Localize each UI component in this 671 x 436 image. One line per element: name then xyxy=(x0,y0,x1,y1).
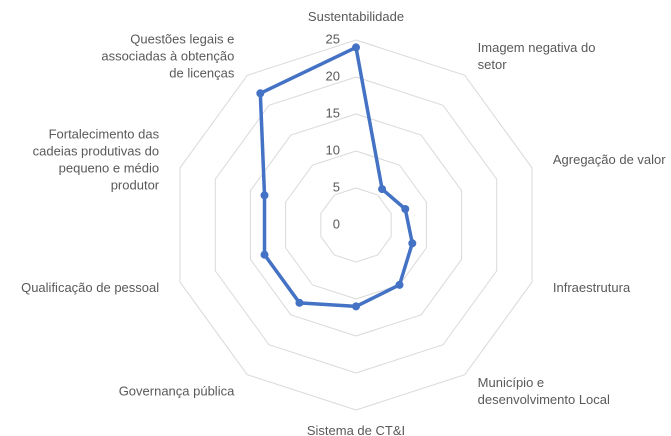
r-tick-label: 20 xyxy=(326,68,340,83)
category-label-line: desenvolvimento Local xyxy=(478,392,610,407)
data-point xyxy=(352,302,360,311)
data-point xyxy=(401,204,410,213)
data-point xyxy=(295,298,304,307)
r-tick-label: 25 xyxy=(326,31,340,46)
category-label: Município e desenvolvimento Local xyxy=(478,375,610,407)
category-label: Qualificação de pessoal xyxy=(21,280,159,295)
category-label-line: pequeno e médio xyxy=(59,161,159,176)
category-label-line: Governança pública xyxy=(119,384,235,399)
data-point xyxy=(408,239,417,248)
category-label-line: setor xyxy=(478,57,508,72)
category-label: Agregação de valor xyxy=(553,152,666,167)
category-label-line: Agregação de valor xyxy=(553,152,666,167)
category-label-line: cadeias produtivas do xyxy=(33,144,159,159)
category-label: Governança pública xyxy=(119,384,235,399)
data-point xyxy=(256,89,265,98)
grid-ring xyxy=(214,76,498,374)
category-label: Fortalecimento das cadeias produtivas do p… xyxy=(33,127,160,193)
category-label: Sustentabilidade xyxy=(308,9,404,24)
category-label-line: Município e xyxy=(478,375,544,390)
grid-ring xyxy=(179,39,533,411)
r-tick-label: 5 xyxy=(333,179,340,194)
category-label: Infraestrutura xyxy=(553,280,631,295)
category-label-line: associadas à obtenção xyxy=(101,49,234,64)
data-point xyxy=(260,250,269,259)
category-label-line: de licenças xyxy=(169,66,235,81)
data-point xyxy=(395,280,404,289)
series-line xyxy=(258,45,415,309)
r-tick-label: 0 xyxy=(333,216,340,231)
r-tick-label: 10 xyxy=(326,142,340,157)
category-label: Questões legais e associadas à obtenção de… xyxy=(101,32,234,81)
data-point xyxy=(352,43,360,52)
category-label-line: Fortalecimento das xyxy=(49,127,160,142)
data-point xyxy=(260,191,269,200)
data-point xyxy=(378,185,387,194)
category-label-line: Infraestrutura xyxy=(553,280,631,295)
category-label-line: Sustentabilidade xyxy=(308,9,404,24)
category-label-line: Qualificação de pessoal xyxy=(21,280,159,295)
category-label-line: Sistema de CT&I xyxy=(307,423,405,436)
category-label-line: Questões legais e xyxy=(130,32,234,47)
category-label: Sistema de CT&I xyxy=(307,423,405,436)
category-label-line: Imagem negativa do xyxy=(478,40,596,55)
category-label-line: produtor xyxy=(111,178,160,193)
category-label: Imagem negativa do setor xyxy=(478,40,596,72)
r-tick-label: 15 xyxy=(326,105,340,120)
grid-ring xyxy=(320,187,392,263)
grid-ring xyxy=(285,150,427,300)
